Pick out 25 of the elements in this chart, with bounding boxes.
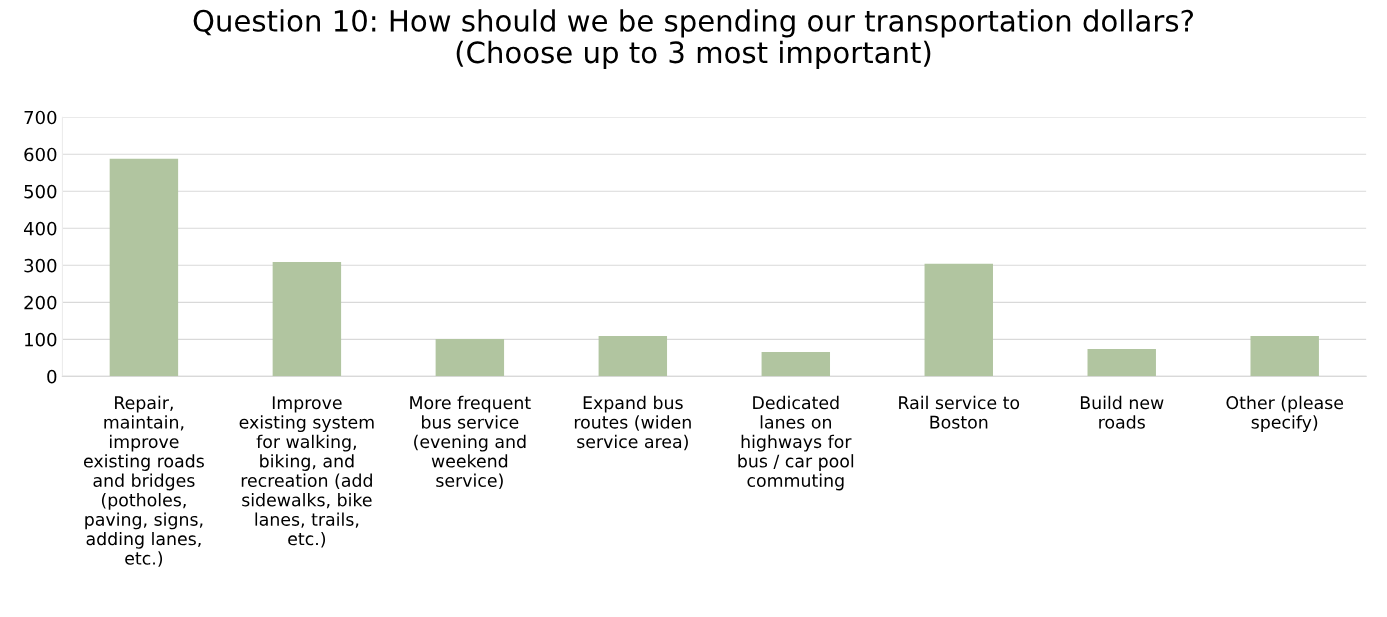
y-tick-label: 200 [24, 295, 57, 310]
chart-title: Question 10: How should we be spending our transportation dollars? (Choose up to 3 most important) [193, 9, 1193, 70]
y-tick-label: 100 [25, 332, 57, 347]
x-tick-label: Other (please specify) [1226, 395, 1344, 433]
bar [924, 263, 993, 377]
x-tick-label: Expand bus routes (widen service area) [574, 395, 691, 451]
y-tick-label: 700 [24, 110, 57, 125]
bar [109, 158, 179, 377]
x-tick-label: Rail service to Boston [899, 395, 1020, 429]
x-tick-label: Dedicated lanes on highways for bus / car pool commuting [738, 395, 854, 491]
x-tick-label: Build new roads [1080, 395, 1164, 429]
bar [1087, 348, 1156, 377]
bar [598, 336, 668, 377]
y-tick-label: 0 [47, 369, 57, 384]
bar [435, 338, 505, 377]
y-tick-label: 300 [24, 258, 57, 273]
y-tick-label: 400 [23, 221, 57, 236]
bar [1250, 336, 1319, 377]
bar [272, 261, 342, 377]
x-tick-label: Improve existing system for walking, biking, and recreation (add sidewalks, bike lanes, trails, etc.) [239, 396, 374, 548]
x-tick-label: More frequent bus service (evening and weekend service) [410, 395, 531, 490]
y-tick-label: 500 [24, 184, 57, 199]
bar [761, 351, 831, 377]
category-label: Repair, maintain, improve existing roads and bridges (potholes, paving, signs, adding lanes, etc.) [83, 395, 204, 567]
y-tick-label: 600 [24, 147, 57, 162]
